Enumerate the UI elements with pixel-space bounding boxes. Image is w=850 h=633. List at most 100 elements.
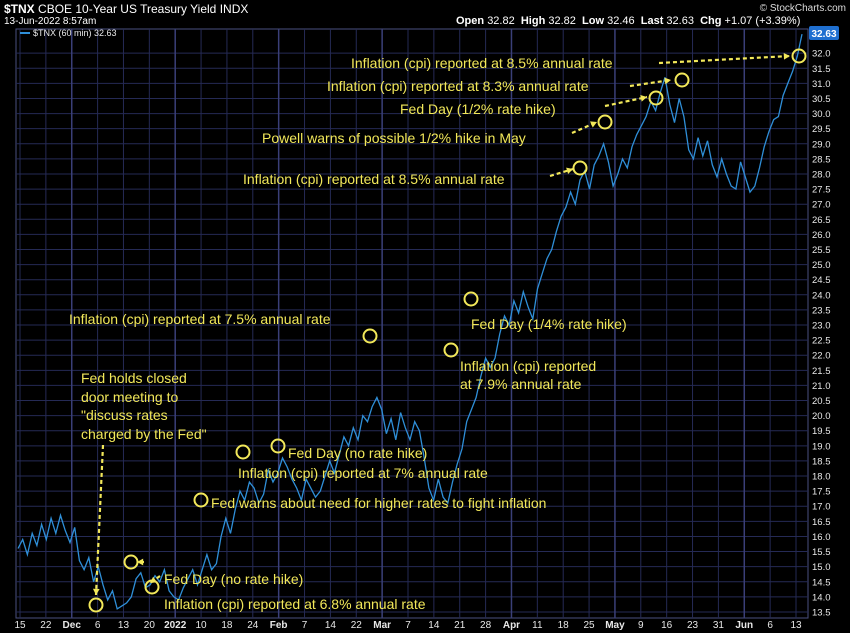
last-price-badge: 32.63 xyxy=(809,26,839,40)
chart-title: $TNX CBOE 10-Year US Treasury Yield INDX xyxy=(4,2,248,16)
x-tick-label: 13 xyxy=(790,620,802,631)
x-tick-label: May xyxy=(605,620,625,631)
annotation-circle xyxy=(362,328,378,344)
y-tick-label: 31.0 xyxy=(812,79,831,90)
annotation-label: Fed Day (no rate hike) xyxy=(288,445,427,461)
annotation-label: Fed holds closed xyxy=(81,370,187,386)
annotation-label: Inflation (cpi) reported at 7.5% annual … xyxy=(69,311,331,327)
chg-label: Chg xyxy=(700,15,722,27)
y-tick-label: 14.0 xyxy=(812,592,831,603)
x-tick-label: 9 xyxy=(638,620,644,631)
y-tick-label: 20.0 xyxy=(812,411,831,422)
y-axis: 13.5 14.0 14.5 15.0 15.5 16.0 16.5 17.0 17.5 18.0… xyxy=(812,49,831,619)
x-tick-label: 7 xyxy=(405,620,411,631)
instrument-name: CBOE 10-Year US Treasury Yield xyxy=(38,2,217,16)
open-value: 32.82 xyxy=(487,15,515,27)
annotation-circle xyxy=(144,579,160,595)
annotation-arrowhead xyxy=(137,558,144,566)
y-tick-label: 21.0 xyxy=(812,381,831,392)
annotation-arrowhead xyxy=(92,588,100,595)
y-tick-label: 28.5 xyxy=(812,154,831,165)
annotation-arrowhead xyxy=(590,121,597,128)
x-tick-label: 22 xyxy=(40,620,52,631)
low-value: 32.46 xyxy=(607,15,635,27)
x-tick-label: 22 xyxy=(351,620,363,631)
y-tick-label: 26.0 xyxy=(812,230,831,241)
annotation-label: Fed Day (1/4% rate hike) xyxy=(471,316,627,332)
annotation-arrow-shaft xyxy=(604,95,648,108)
y-tick-label: 29.0 xyxy=(812,139,831,150)
annotation-label: Inflation (cpi) reported xyxy=(460,358,596,374)
series-line xyxy=(17,33,803,610)
x-tick-label: 11 xyxy=(532,620,543,631)
ohlc-summary: Open 32.82 High 32.82 Low 32.46 Last 32.… xyxy=(456,15,800,27)
x-tick-label: 18 xyxy=(221,620,233,631)
y-tick-label: 22.0 xyxy=(812,351,831,362)
annotation-circle xyxy=(463,291,479,307)
low-label: Low xyxy=(582,15,605,27)
x-tick-label: 28 xyxy=(480,620,492,631)
y-tick-label: 17.0 xyxy=(812,502,831,513)
y-tick-label: 26.5 xyxy=(812,215,831,226)
annotation-label: Inflation (cpi) reported at 8.5% annual … xyxy=(243,171,505,187)
x-tick-label: 14 xyxy=(428,620,440,631)
y-tick-label: 16.5 xyxy=(812,517,831,528)
y-tick-label: 23.5 xyxy=(812,305,831,316)
annotation-arrowhead xyxy=(783,52,790,60)
x-tick-label: 25 xyxy=(584,620,596,631)
annotation-circles xyxy=(88,48,807,613)
annotation-circle xyxy=(123,554,139,570)
y-tick-label: 18.5 xyxy=(812,456,831,467)
annotation-circle xyxy=(443,342,459,358)
annotations: Inflation (cpi) reported at 8.5% annual … xyxy=(69,55,627,612)
grid xyxy=(16,29,808,618)
y-tick-label: 30.0 xyxy=(812,109,831,120)
legend: $TNX (60 min) 32.63 xyxy=(20,28,117,38)
y-tick-label: 32.0 xyxy=(812,49,831,60)
x-tick-label: 14 xyxy=(325,620,337,631)
y-tick-label: 24.0 xyxy=(812,290,831,301)
annotation-label: at 7.9% annual rate xyxy=(460,376,582,392)
x-tick-label: 13 xyxy=(118,620,130,631)
annotation-circle xyxy=(791,48,807,64)
y-tick-label: 20.5 xyxy=(812,396,831,407)
annotation-arrowhead xyxy=(640,95,647,102)
x-tick-label: 21 xyxy=(454,620,466,631)
legend-label: $TNX (60 min) 32.63 xyxy=(33,28,117,38)
y-tick-label: 23.0 xyxy=(812,321,831,332)
y-tick-label: 31.5 xyxy=(812,64,831,75)
y-tick-label: 30.5 xyxy=(812,94,831,105)
open-label: Open xyxy=(456,15,485,27)
high-value: 32.82 xyxy=(548,15,576,27)
annotation-label: Inflation (cpi) reported at 7% annual ra… xyxy=(238,465,488,481)
annotation-label: charged by the Fed" xyxy=(81,426,207,442)
x-tick-label: Jun xyxy=(735,620,753,631)
y-tick-label: 19.0 xyxy=(812,441,831,452)
annotation-label: Fed Day (1/2% rate hike) xyxy=(400,101,556,117)
x-tick-label: 23 xyxy=(687,620,699,631)
x-tick-label: 15 xyxy=(14,620,26,631)
exchange-label: INDX xyxy=(219,2,249,16)
annotation-circle xyxy=(193,492,209,508)
annotation-circle xyxy=(648,90,664,106)
x-tick-label: 7 xyxy=(302,620,308,631)
y-tick-label: 21.5 xyxy=(812,366,831,377)
y-tick-label: 15.0 xyxy=(812,562,831,573)
x-axis: 15 22 Dec 6 13 20 2022 10 18 24 Feb 7 14 22 Mar 7 14 21 28… xyxy=(14,620,802,631)
y-tick-label: 17.5 xyxy=(812,487,831,498)
annotation-label: "discuss rates xyxy=(81,407,168,423)
x-tick-label: 2022 xyxy=(164,620,187,631)
y-tick-label: 24.5 xyxy=(812,275,831,286)
annotation-arrowhead xyxy=(664,77,671,85)
y-tick-label: 15.5 xyxy=(812,547,831,558)
y-tick-label: 19.5 xyxy=(812,426,831,437)
annotation-label: door meeting to xyxy=(81,389,178,405)
annotation-circle xyxy=(270,438,286,454)
annotation-label: Inflation (cpi) reported at 6.8% annual … xyxy=(164,596,426,612)
x-tick-label: 6 xyxy=(767,620,773,631)
annotation-circle xyxy=(235,444,251,460)
x-tick-label: Apr xyxy=(503,620,520,631)
x-tick-label: 24 xyxy=(247,620,259,631)
annotation-arrowhead xyxy=(566,167,573,174)
